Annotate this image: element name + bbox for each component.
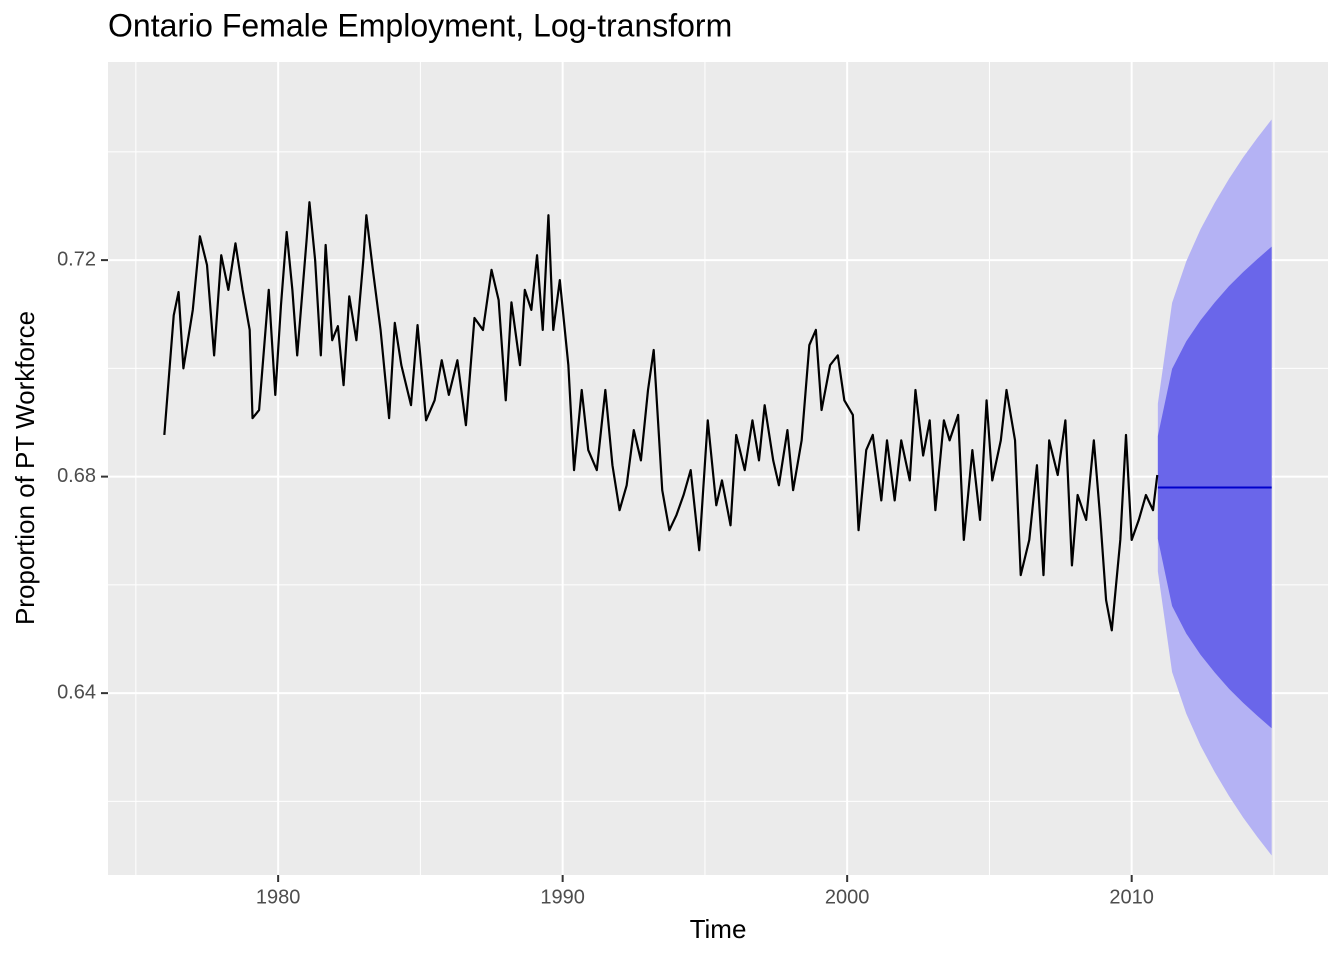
x-axis-title: Time — [690, 914, 747, 944]
y-tick-label: 0.72 — [57, 248, 96, 270]
y-tick-label: 0.68 — [57, 465, 96, 487]
x-tick-label: 2010 — [1109, 886, 1154, 908]
y-tick-label: 0.64 — [57, 681, 96, 703]
y-axis-title: Proportion of PT Workforce — [10, 311, 40, 625]
history-line — [163, 201, 1159, 632]
plot-layer: 1980 1990 2000 2010 0.64 0.68 0.72 — [57, 62, 1328, 908]
x-tick-label: 1980 — [256, 886, 301, 908]
chart-title: Ontario Female Employment, Log-transform — [108, 7, 732, 43]
x-tick-label: 2000 — [825, 886, 870, 908]
panel — [108, 62, 1328, 875]
x-tick-label: 1990 — [540, 886, 585, 908]
